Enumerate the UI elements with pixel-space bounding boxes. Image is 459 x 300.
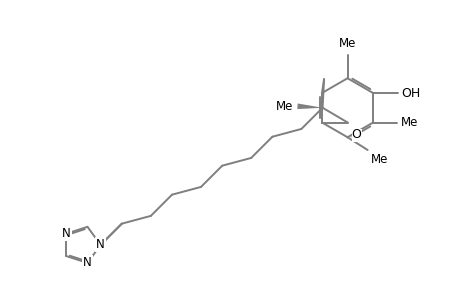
Text: N: N	[62, 227, 71, 240]
Text: Me: Me	[400, 116, 418, 129]
Text: Me: Me	[275, 100, 293, 113]
Text: N: N	[96, 238, 105, 251]
Text: N: N	[83, 256, 92, 269]
Text: Me: Me	[370, 153, 387, 166]
Text: Me: Me	[338, 37, 355, 50]
Polygon shape	[297, 103, 322, 109]
Text: OH: OH	[401, 86, 420, 100]
Text: O: O	[351, 128, 361, 142]
